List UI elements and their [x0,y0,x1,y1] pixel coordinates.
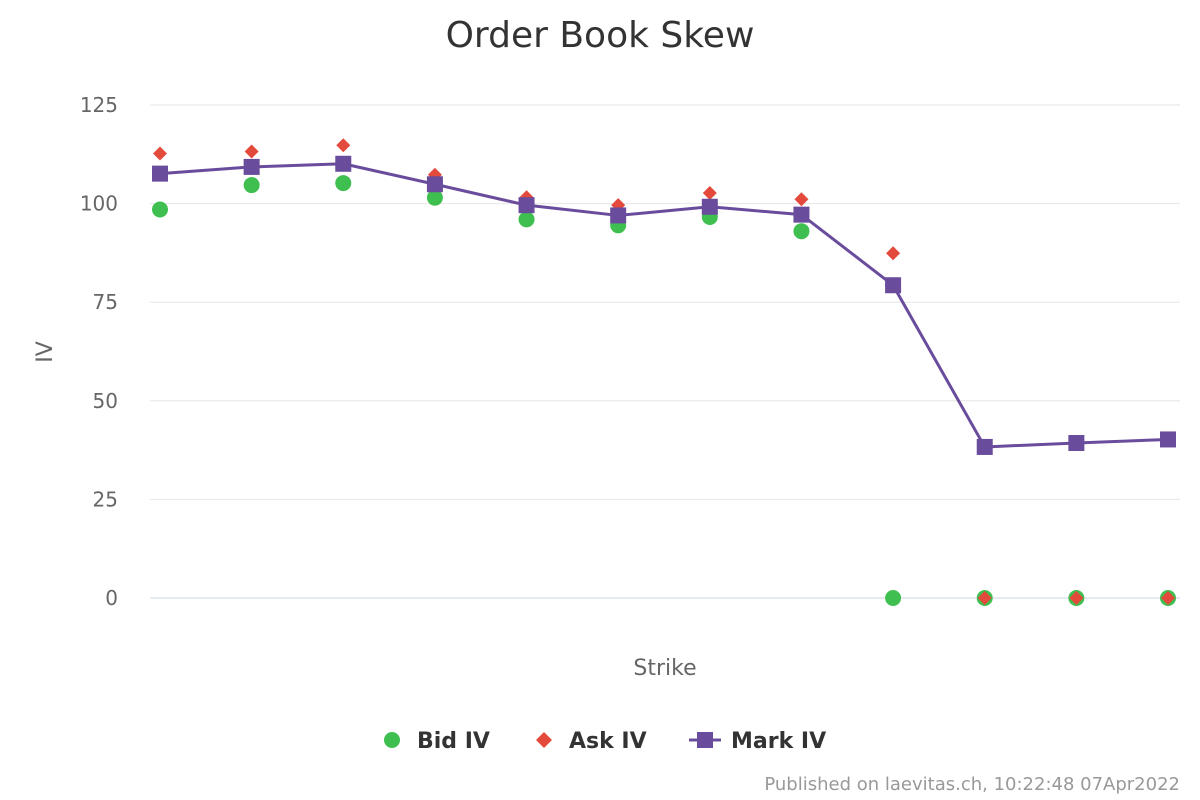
legend-bid-iv-marker-icon [384,732,400,748]
y-tick-label: 125 [80,93,118,117]
y-axis-title: IV [33,341,58,363]
y-tick-label: 75 [93,290,118,314]
data-point-bid-iv[interactable] [243,177,260,194]
legend-mark-iv-marker-icon [697,732,713,748]
data-point-mark-iv[interactable] [243,158,260,175]
data-point-mark-iv[interactable] [701,198,718,215]
data-point-mark-iv[interactable] [1068,435,1085,452]
y-tick-label: 50 [93,389,118,413]
data-point-mark-iv[interactable] [152,165,168,182]
y-tick-label: 0 [105,586,118,610]
data-point-bid-iv[interactable] [335,175,352,192]
data-point-bid-iv[interactable] [426,189,443,206]
data-point-ask-iv[interactable] [153,146,167,161]
legend-mark-iv-label: Mark IV [731,729,826,754]
legend-ask-iv-marker-icon [536,732,552,748]
y-tick-label: 25 [93,487,118,511]
data-point-mark-iv[interactable] [976,438,993,455]
series-ask-iv [153,138,1175,605]
data-point-mark-iv[interactable] [610,207,627,224]
data-point-mark-iv[interactable] [426,176,443,193]
data-point-bid-iv[interactable] [793,223,810,240]
data-point-bid-iv[interactable] [518,211,535,228]
data-point-ask-iv[interactable] [1069,591,1084,605]
series-bid-iv [152,175,1176,606]
data-point-ask-iv[interactable] [794,192,809,207]
legend-item-ask-iv[interactable]: Ask IV [536,729,647,754]
series-layer [152,138,1176,606]
legend: Bid IV Ask IV Mark IV [384,729,826,754]
legend-item-mark-iv[interactable]: Mark IV [689,729,826,754]
series-line-mark-iv [159,162,1169,449]
data-point-ask-iv[interactable] [244,144,259,159]
credit-text[interactable]: Published on laevitas.ch, 10:22:48 07Apr… [764,774,1180,795]
data-point-ask-iv[interactable] [886,246,901,261]
series-mark-iv [152,155,1176,455]
y-tick-label: 100 [80,192,118,216]
grid [150,104,1180,599]
data-point-ask-iv[interactable] [702,185,717,200]
legend-item-bid-iv[interactable]: Bid IV [384,729,490,754]
data-point-mark-iv[interactable] [518,197,535,214]
legend-ask-iv-label: Ask IV [569,729,647,754]
data-point-bid-iv[interactable] [885,590,902,606]
legend-bid-iv-label: Bid IV [417,729,490,754]
data-point-mark-iv[interactable] [885,277,902,294]
data-point-mark-iv[interactable] [335,155,352,172]
data-point-ask-iv[interactable] [1161,591,1175,605]
data-point-bid-iv[interactable] [152,201,168,218]
y-axis-ticks: 0 25 50 75 100 125 [80,93,118,610]
data-point-ask-iv[interactable] [977,591,992,605]
x-axis-title: Strike [633,656,696,681]
data-point-ask-iv[interactable] [336,138,351,153]
chart-title: Order Book Skew [446,15,755,56]
data-point-mark-iv[interactable] [793,206,810,223]
data-point-mark-iv[interactable] [1160,431,1176,448]
